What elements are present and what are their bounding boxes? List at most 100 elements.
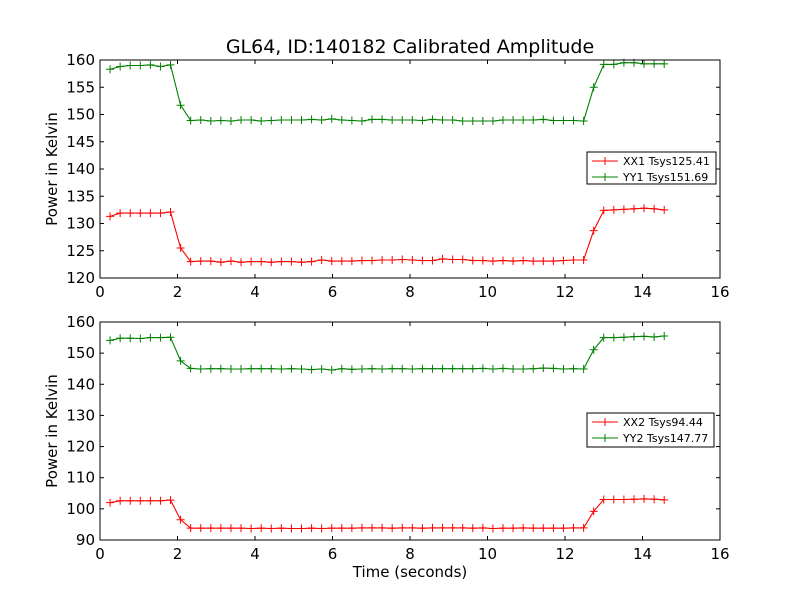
data-point	[539, 364, 548, 373]
data-point	[237, 115, 246, 124]
data-point	[327, 114, 336, 123]
y-tick-label: 155	[66, 78, 95, 96]
data-point	[146, 209, 155, 218]
data-point	[297, 115, 306, 124]
x-tick-label: 0	[95, 283, 105, 301]
data-point	[146, 333, 155, 342]
series-1	[106, 494, 669, 533]
legend-marker	[601, 418, 609, 426]
data-point	[438, 364, 447, 373]
data-point	[357, 117, 366, 126]
data-point	[237, 258, 246, 267]
data-point	[146, 60, 155, 69]
data-point	[357, 256, 366, 265]
data-point	[468, 117, 477, 126]
data-point	[509, 115, 518, 124]
data-point	[176, 244, 185, 253]
data-point	[398, 364, 407, 373]
data-point	[499, 256, 507, 265]
data-point	[579, 117, 588, 126]
data-point	[438, 523, 447, 532]
data-point	[216, 116, 225, 125]
data-point	[478, 117, 487, 126]
data-point	[619, 205, 628, 214]
x-tick-label: 12	[555, 283, 574, 301]
data-point	[206, 524, 215, 533]
y-tick-label: 135	[66, 187, 95, 205]
data-point	[609, 205, 618, 214]
data-point	[337, 115, 346, 124]
data-point	[629, 204, 638, 213]
data-point	[327, 365, 336, 374]
data-point	[357, 365, 366, 374]
data-point	[408, 115, 417, 124]
x-tick-label: 6	[328, 283, 338, 301]
legend: XX1 Tsys125.41 YY1 Tsys151.69	[586, 151, 717, 185]
data-point	[660, 495, 669, 504]
data-point	[136, 334, 145, 343]
data-point	[277, 257, 286, 266]
data-point	[509, 524, 518, 533]
data-point	[468, 364, 477, 373]
y-tick-label: 160	[66, 51, 95, 69]
x-tick-label: 10	[478, 545, 497, 563]
y-tick-label: 140	[66, 160, 95, 178]
data-point	[428, 523, 437, 532]
data-point	[116, 209, 125, 218]
data-point	[438, 254, 447, 263]
data-point	[307, 257, 316, 266]
x-tick-label: 4	[250, 283, 260, 301]
legend-label: YY1 Tsys151.69	[622, 171, 708, 184]
data-point	[539, 524, 548, 533]
data-point	[408, 365, 417, 374]
x-tick-label: 0	[95, 545, 105, 563]
data-point	[106, 212, 115, 221]
series-line	[109, 62, 665, 122]
data-point	[237, 524, 246, 533]
data-point	[247, 364, 256, 373]
data-point	[640, 204, 649, 213]
legend-box	[586, 412, 715, 448]
data-point	[599, 495, 608, 504]
y-tick-label: 125	[66, 242, 95, 260]
bottom-panel: 0 2 4 6 8 10 12 14 16 90 100 110 120 130 140 150 160 Powe…	[43, 313, 730, 581]
data-point	[116, 334, 125, 343]
data-point	[660, 332, 669, 341]
data-point	[569, 523, 578, 532]
data-point	[519, 256, 528, 265]
data-point	[257, 524, 266, 533]
data-point	[478, 523, 487, 532]
data-point	[186, 116, 195, 125]
data-point	[317, 524, 326, 533]
legend-marker	[601, 157, 609, 165]
series-line	[110, 498, 665, 530]
data-point	[347, 257, 356, 266]
data-point	[529, 115, 538, 124]
data-point	[418, 256, 427, 265]
data-point	[247, 115, 256, 124]
data-point	[196, 257, 205, 266]
data-point	[650, 204, 659, 213]
data-point	[579, 523, 588, 532]
data-point	[206, 364, 215, 373]
data-point	[529, 257, 538, 266]
data-point	[186, 257, 195, 266]
series-line	[109, 335, 665, 371]
data-point	[529, 364, 538, 373]
data-point	[116, 496, 125, 505]
data-point	[589, 345, 598, 354]
y-tick-label: 130	[66, 215, 95, 233]
data-point	[398, 115, 407, 124]
data-point	[186, 364, 195, 373]
data-point	[257, 364, 266, 373]
data-point	[337, 257, 346, 266]
data-point	[559, 524, 568, 533]
data-point	[629, 495, 638, 504]
data-point	[226, 117, 235, 126]
data-point	[176, 101, 185, 110]
data-point	[257, 257, 266, 266]
data-point	[347, 116, 356, 125]
data-point	[357, 523, 366, 532]
data-point	[428, 115, 437, 124]
